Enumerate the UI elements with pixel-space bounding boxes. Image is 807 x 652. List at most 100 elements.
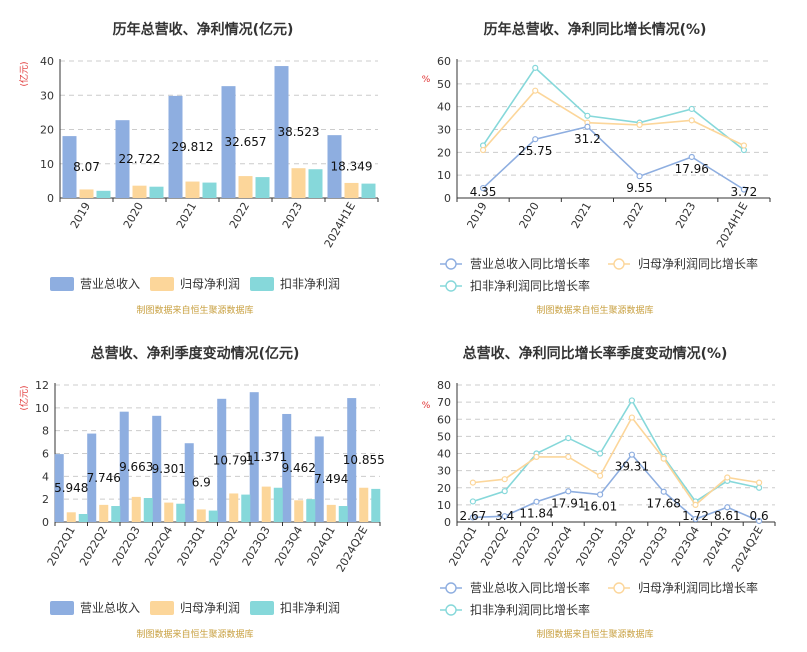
bar-annual-value-s0-1 (115, 120, 130, 198)
point-annual-growth-s0-5 (740, 186, 748, 193)
source-note: 制图数据来自恒生聚源数据库 (536, 628, 653, 640)
bar-annual-value-s1-4 (291, 168, 306, 198)
point-quarterly-growth-s2-9 (755, 484, 763, 491)
chart-title: 历年总营收、净利同比增长情况(%) (484, 21, 707, 38)
legend-marker-2 (445, 604, 457, 616)
y-tick-label: 30 (437, 465, 451, 478)
x-tick-label: 2024H1E (322, 200, 358, 250)
legend-swatch-2 (250, 601, 274, 615)
y-tick-label: 40 (437, 101, 451, 114)
bar-quarterly-value-s1-0 (66, 512, 76, 522)
source-note: 制图数据来自恒生聚源数据库 (536, 304, 653, 316)
line-annual-growth-s0 (482, 125, 745, 191)
data-label: 11.84 (519, 507, 553, 521)
x-tick-label: 2024H1E (714, 200, 750, 250)
bar-quarterly-value-s0-0 (54, 454, 64, 522)
data-label: 38.523 (278, 125, 320, 139)
chart-title: 总营收、净利同比增长率季度变动情况(%) (463, 345, 728, 362)
y-tick-label: 6 (42, 448, 49, 461)
data-label: 2.67 (460, 509, 487, 523)
y-axis-unit: (亿元) (18, 385, 30, 410)
bar-quarterly-value-s2-7 (306, 499, 316, 522)
bar-annual-value-s0-4 (274, 66, 289, 199)
point-quarterly-growth-s1-2 (533, 453, 540, 461)
x-tick-label: 2024Q2E (334, 524, 371, 574)
x-tick-label: 2022Q4 (542, 524, 575, 568)
point-quarterly-growth-s2-5 (628, 397, 636, 404)
y-tick-label: 0 (444, 516, 451, 529)
point-quarterly-growth-s0-4 (596, 491, 604, 498)
y-tick-label: 70 (437, 396, 451, 409)
y-tick-label: 40 (437, 448, 451, 461)
bar-annual-value-s2-5 (361, 183, 376, 198)
data-label: 7.494 (314, 472, 348, 486)
data-label: 4.35 (470, 185, 497, 199)
bar-quarterly-value-s0-1 (87, 433, 97, 522)
x-tick-label: 2020 (121, 200, 146, 231)
bar-quarterly-value-s1-7 (294, 500, 304, 522)
bar-quarterly-value-s2-1 (111, 506, 121, 522)
bar-quarterly-value-s1-3 (164, 502, 174, 522)
point-quarterly-growth-s0-7 (692, 515, 699, 523)
bar-annual-value-s2-3 (255, 177, 270, 198)
data-label: 17.68 (647, 497, 681, 511)
data-label: 11.371 (245, 450, 287, 464)
bar-quarterly-value-s2-0 (78, 514, 88, 522)
legend-label-0: 营业总收入 (80, 601, 140, 615)
point-annual-growth-s2-2 (584, 112, 591, 119)
legend-marker-2 (445, 280, 457, 292)
point-quarterly-growth-s1-5 (628, 414, 636, 421)
x-tick-label: 2023 (673, 200, 698, 231)
point-quarterly-growth-s2-0 (469, 498, 476, 505)
y-tick-label: 0 (42, 516, 49, 529)
data-label: 29.812 (172, 140, 214, 154)
data-label: 22.722 (119, 152, 161, 166)
legend-label-2: 扣非净利润 (280, 601, 340, 615)
data-label: 6.9 (192, 476, 211, 490)
point-annual-growth-s0-2 (584, 123, 591, 130)
legend-label-0: 营业总收入同比增长率 (470, 256, 590, 271)
legend-label-0: 营业总收入同比增长率 (470, 580, 590, 595)
x-tick-label: 2021 (569, 200, 594, 231)
legend-label-1: 归母净利润同比增长率 (638, 256, 758, 271)
x-tick-label: 2019 (68, 200, 93, 231)
bar-quarterly-value-s0-7 (282, 413, 292, 522)
line-quarterly-growth-s0 (472, 453, 760, 522)
x-tick-label: 2022 (227, 200, 252, 231)
point-annual-growth-s1-4 (688, 117, 695, 124)
bar-quarterly-value-s0-2 (119, 411, 129, 522)
data-label: 9.301 (152, 462, 186, 476)
chart-title: 总营收、净利季度变动情况(亿元) (91, 345, 300, 362)
bar-annual-value-s1-2 (185, 181, 200, 198)
legend-label-1: 归母净利润 (180, 277, 240, 291)
data-label: 25.75 (518, 144, 552, 158)
data-label: 16.01 (583, 500, 617, 514)
point-annual-growth-s0-0 (479, 184, 487, 192)
data-label: 9.55 (626, 181, 653, 195)
x-tick-label: 2024Q2E (729, 524, 766, 574)
data-label: 3.4 (495, 509, 514, 523)
y-tick-label: 30 (437, 124, 451, 137)
point-annual-growth-s1-1 (532, 87, 539, 94)
data-label: 39.31 (615, 460, 649, 474)
bar-annual-value-s1-3 (238, 176, 253, 198)
x-tick-label: 2019 (464, 200, 489, 231)
x-tick-label: 2020 (517, 200, 542, 231)
bar-annual-value-s1-5 (344, 182, 359, 198)
bar-annual-value-s2-4 (308, 169, 323, 198)
bar-quarterly-value-s2-3 (176, 503, 186, 522)
line-annual-growth-s2 (482, 66, 745, 151)
x-tick-label: 2024Q1 (701, 524, 734, 568)
bar-annual-value-s0-5 (327, 135, 342, 198)
y-tick-label: 20 (40, 124, 54, 137)
point-quarterly-growth-s1-9 (755, 479, 763, 486)
legend-label-1: 归母净利润 (180, 601, 240, 615)
y-axis-unit: % (422, 401, 431, 411)
point-quarterly-growth-s1-0 (469, 479, 476, 486)
point-quarterly-growth-s0-0 (469, 514, 476, 521)
legend-swatch-2 (250, 277, 274, 291)
legend-marker-0 (445, 258, 457, 270)
y-tick-label: 10 (35, 402, 49, 415)
line-quarterly-growth-s1 (472, 416, 760, 507)
